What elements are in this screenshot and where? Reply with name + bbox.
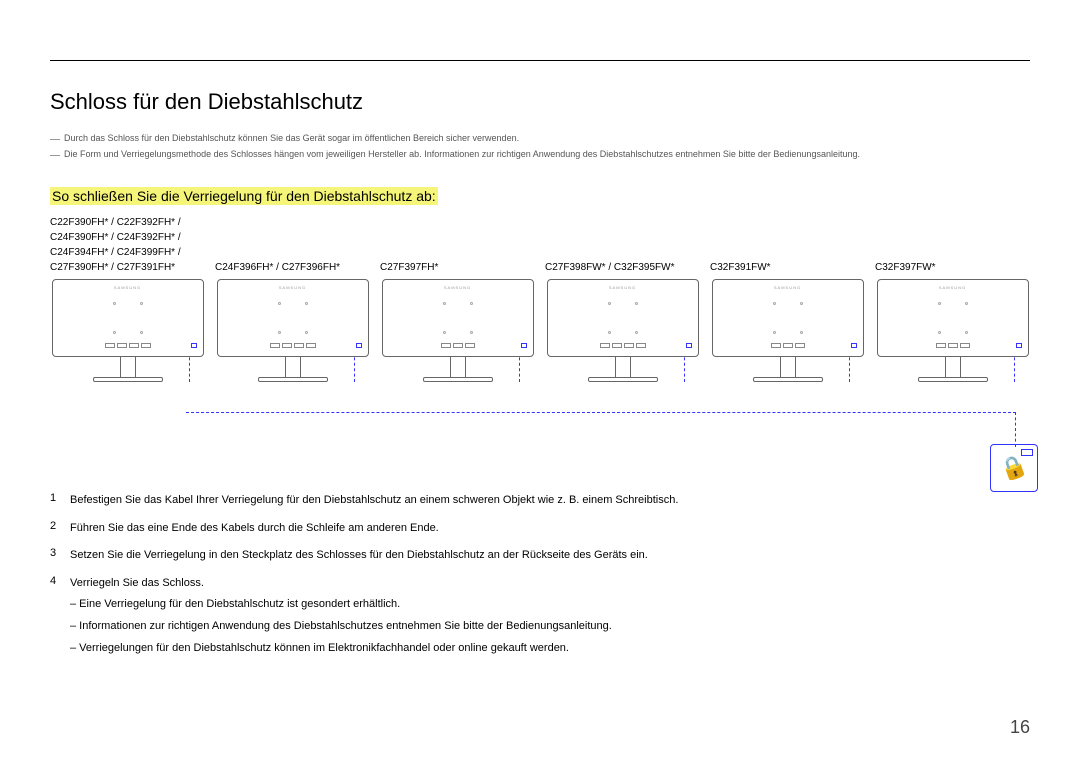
step-2: 2 Führen Sie das eine Ende des Kabels du… [50, 520, 1030, 538]
note-1: Durch das Schloss für den Diebstahlschut… [50, 133, 1030, 143]
dash-vertical-end [1015, 412, 1016, 447]
step-4-sub-3: ‒ Verriegelungen für den Diebstahlschutz… [70, 640, 1030, 658]
subtitle-highlight: So schließen Sie die Verriegelung für de… [50, 187, 438, 205]
step-4-sub-2: ‒ Informationen zur richtigen Anwendung … [70, 618, 1030, 636]
diagram-area: SAMSUNG SAMSUNG SAMSUNG SAMSUNG [50, 279, 1030, 382]
lock-detail-box: 🔒 [990, 444, 1038, 492]
model-col-4: C27F398FW* / C32F395FW* [545, 260, 700, 275]
step-3: 3 Setzen Sie die Verriegelung in den Ste… [50, 547, 1030, 565]
brand-label: SAMSUNG [114, 285, 141, 290]
model-col-3: C27F397FH* [380, 260, 535, 275]
monitor-back: SAMSUNG [52, 279, 204, 357]
ports [105, 343, 151, 348]
step-num: 1 [50, 492, 70, 510]
model-col-6: C32F397FW* [875, 260, 1030, 275]
padlock-icon: 🔒 [997, 451, 1032, 485]
note-2: Die Form und Verriegelungsmethode des Sc… [50, 149, 1030, 159]
monitors-row: SAMSUNG SAMSUNG SAMSUNG SAMSUNG [50, 279, 1030, 382]
monitor-1: SAMSUNG [50, 279, 205, 382]
monitor-3: SAMSUNG [380, 279, 535, 382]
monitor-6: SAMSUNG [875, 279, 1030, 382]
dash-horizontal [186, 412, 1016, 413]
monitor-4: SAMSUNG [545, 279, 700, 382]
page-title: Schloss für den Diebstahlschutz [50, 89, 1030, 115]
step-4-sub-1: ‒ Eine Verriegelung für den Diebstahlsch… [70, 596, 1030, 614]
model-col-2: C24F396FH* / C27F396FH* [215, 260, 370, 275]
note-2-text: Die Form und Verriegelungsmethode des Sc… [64, 149, 860, 159]
step-text: Befestigen Sie das Kabel Ihrer Verriegel… [70, 492, 1030, 510]
model-col-5: C32F391FW* [710, 260, 865, 275]
step-4: 4 Verriegeln Sie das Schloss. ‒ Eine Ver… [50, 575, 1030, 657]
note-dash-icon [50, 139, 60, 140]
monitor-2: SAMSUNG [215, 279, 370, 382]
step-1: 1 Befestigen Sie das Kabel Ihrer Verrieg… [50, 492, 1030, 510]
lock-slot-icon [191, 343, 197, 348]
top-divider [50, 60, 1030, 61]
note-dash-icon [50, 155, 60, 156]
model-col-1: C22F390FH* / C22F392FH* /C24F390FH* / C2… [50, 215, 205, 275]
monitor-5: SAMSUNG [710, 279, 865, 382]
steps-list: 1 Befestigen Sie das Kabel Ihrer Verrieg… [50, 492, 1030, 657]
page-number: 16 [1010, 717, 1030, 738]
model-labels-row: C22F390FH* / C22F392FH* /C24F390FH* / C2… [50, 215, 1030, 275]
step-4-body: Verriegeln Sie das Schloss. ‒ Eine Verri… [70, 575, 1030, 657]
note-1-text: Durch das Schloss für den Diebstahlschut… [64, 133, 519, 143]
